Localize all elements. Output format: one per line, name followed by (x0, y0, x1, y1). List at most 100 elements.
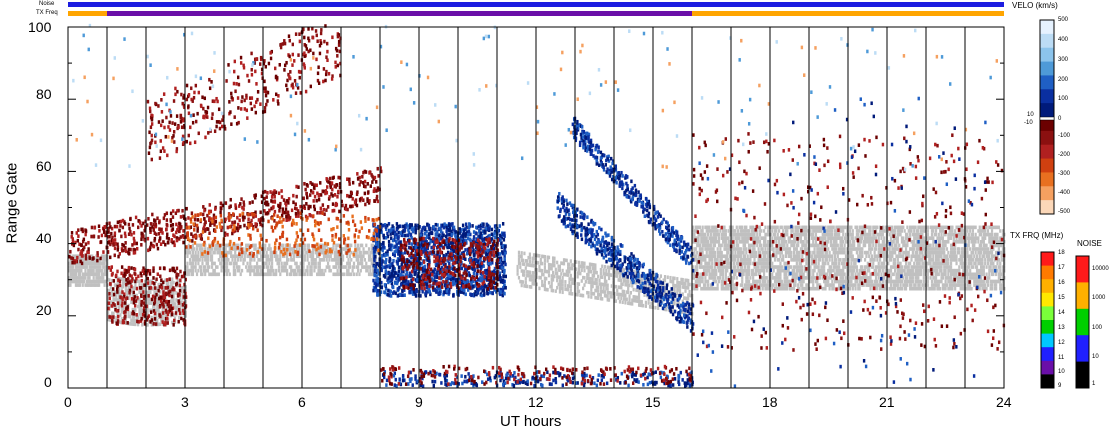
ground-scatter-cell (723, 236, 726, 240)
ground-scatter-cell (546, 255, 549, 260)
ground-scatter-cell (767, 258, 770, 262)
ground-scatter-cell (689, 304, 693, 309)
ground-scatter-cell (758, 268, 762, 273)
ground-scatter-cell (865, 279, 868, 284)
ground-scatter-cell (812, 283, 815, 287)
ground-scatter-cell (131, 315, 134, 319)
ground-scatter-cell (702, 254, 706, 259)
ground-scatter-cell (904, 286, 908, 291)
ground-scatter-cell (843, 272, 846, 277)
ground-scatter-cell (869, 272, 872, 277)
ground-scatter-cell (302, 250, 305, 255)
ground-scatter-cell (698, 279, 702, 284)
ground-scatter-cell (708, 272, 711, 277)
ground-scatter-cell (169, 292, 172, 296)
ground-scatter-cell (517, 257, 521, 262)
ground-scatter-cell (609, 294, 612, 299)
ground-scatter-cell (198, 265, 201, 269)
ground-scatter-cell (749, 283, 752, 287)
ground-scatter-cell (185, 265, 188, 269)
ground-scatter-cell (765, 250, 768, 255)
ground-scatter-cell (838, 286, 841, 291)
range-time-panel (67, 23, 1006, 389)
ground-scatter-cell (843, 225, 846, 230)
ground-scatter-cell (329, 254, 332, 259)
ground-scatter-cell (974, 239, 977, 244)
ground-scatter-cell (891, 286, 894, 291)
ground-scatter-cell (798, 268, 801, 273)
ground-scatter-cell (698, 276, 702, 280)
ground-scatter-cell (234, 250, 237, 255)
ground-scatter-cell (838, 261, 841, 266)
ground-scatter-cell (769, 276, 773, 280)
ground-scatter-cell (134, 318, 137, 323)
ground-scatter-cell (832, 283, 835, 287)
ground-scatter-cell (883, 258, 886, 262)
ground-scatter-cell (840, 250, 843, 255)
ground-scatter-cell (801, 276, 804, 280)
ground-scatter-cell (758, 261, 762, 266)
ground-scatter-cell (127, 314, 130, 319)
ground-scatter-cell (896, 247, 899, 251)
ground-scatter-cell (795, 250, 798, 255)
ground-scatter-cell (876, 258, 879, 262)
ground-scatter-cell (784, 279, 788, 284)
ground-scatter-cell (873, 254, 876, 259)
ground-scatter-cell (712, 268, 715, 273)
ground-scatter-cell (944, 272, 947, 277)
ground-scatter-cell (999, 265, 1002, 269)
ground-scatter-cell (936, 236, 939, 240)
ground-scatter-cell (816, 229, 819, 233)
ground-scatter-cell (354, 243, 357, 248)
ground-scatter-cell (113, 283, 117, 287)
ground-scatter-cell (773, 225, 777, 230)
ground-scatter-cell (771, 225, 774, 230)
ground-scatter-cell (752, 279, 755, 284)
ground-scatter-cell (724, 232, 727, 237)
ground-scatter-cell (909, 261, 912, 266)
ground-scatter-cell (798, 254, 801, 259)
ground-scatter-cell (717, 236, 721, 240)
ground-scatter-cell (760, 243, 763, 248)
ground-scatter-cell (866, 250, 869, 255)
ground-scatter-cell (802, 232, 805, 237)
ground-scatter-cell (727, 239, 730, 244)
ground-scatter-cell (320, 250, 323, 255)
ground-scatter-cell (612, 266, 615, 270)
ground-scatter-cell (839, 250, 842, 255)
ground-scatter-cell (635, 288, 638, 292)
ground-scatter-cell (764, 247, 767, 251)
ground-scatter-cell (625, 290, 628, 294)
ground-scatter-cell (673, 276, 676, 281)
ground-scatter-cell (880, 261, 883, 266)
ground-scatter-cell (840, 261, 843, 266)
ground-scatter-cell (773, 258, 777, 262)
ground-scatter-cell (117, 294, 121, 299)
ground-scatter-cell (866, 239, 869, 244)
ground-scatter-cell (335, 265, 338, 269)
ground-scatter-cell (857, 243, 860, 248)
ground-scatter-cell (172, 298, 175, 303)
ground-scatter-cell (727, 283, 730, 287)
ground-scatter-cell (835, 265, 838, 269)
ground-scatter-cell (74, 283, 78, 287)
ground-scatter-cell (528, 274, 531, 278)
ground-scatter-cell (865, 283, 868, 287)
ground-scatter-cell (576, 282, 579, 286)
ground-scatter-cell (102, 279, 105, 284)
ground-scatter-cell (724, 229, 727, 233)
ground-scatter-cell (902, 225, 905, 230)
ground-scatter-cell (803, 236, 807, 240)
ground-scatter-cell (825, 258, 828, 262)
ground-scatter-cell (883, 229, 886, 233)
ground-scatter-cell (776, 286, 779, 291)
ground-scatter-cell (541, 254, 544, 259)
ground-scatter-cell (713, 243, 717, 248)
ground-scatter-cell (715, 268, 718, 273)
ground-scatter-cell (756, 286, 759, 291)
ground-scatter-cell (535, 271, 538, 276)
ground-scatter-cell (772, 276, 775, 280)
ground-scatter-cell (843, 258, 846, 262)
ground-scatter-cell (765, 283, 768, 287)
ground-scatter-cell (889, 265, 893, 269)
